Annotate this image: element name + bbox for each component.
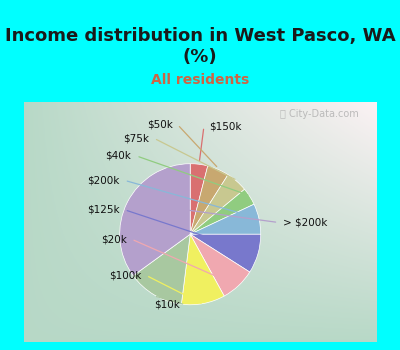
Text: > $200k: > $200k [283,217,328,228]
Wedge shape [190,175,244,234]
Wedge shape [190,234,250,296]
Wedge shape [120,164,190,276]
Wedge shape [190,189,254,234]
Wedge shape [181,234,224,305]
Text: $150k: $150k [209,121,241,132]
Text: $200k: $200k [87,175,120,186]
Text: Income distribution in West Pasco, WA
(%): Income distribution in West Pasco, WA (%… [5,27,395,66]
Text: $10k: $10k [154,300,180,310]
Text: $75k: $75k [123,133,149,143]
Wedge shape [190,234,261,272]
Wedge shape [190,204,261,234]
Wedge shape [190,166,228,234]
Text: $100k: $100k [109,271,141,280]
Wedge shape [190,164,208,234]
Text: $50k: $50k [147,120,172,130]
Text: All residents: All residents [151,74,249,88]
Wedge shape [133,234,190,304]
Text: $40k: $40k [106,151,132,161]
Text: $20k: $20k [101,234,126,244]
Text: $125k: $125k [87,205,120,215]
Text: ⓘ City-Data.com: ⓘ City-Data.com [280,109,359,119]
